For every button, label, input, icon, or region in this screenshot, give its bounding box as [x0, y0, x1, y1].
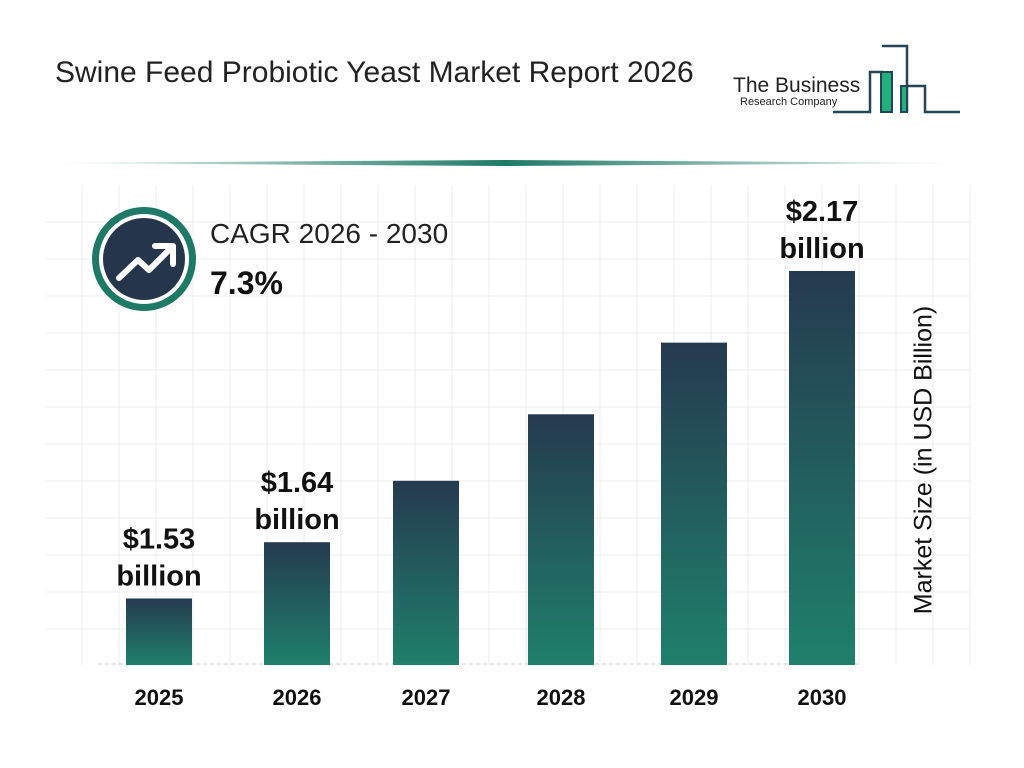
- x-tick-label: 2029: [670, 685, 719, 710]
- data-label: $2.17: [786, 196, 859, 228]
- data-label: billion: [254, 504, 339, 536]
- data-label: $1.53: [123, 523, 196, 555]
- company-logo: The Business Research Company: [720, 40, 965, 125]
- trending-up-icon: [116, 243, 176, 281]
- cagr-value: 7.3%: [210, 265, 283, 301]
- cagr-icon: [92, 207, 196, 311]
- bar-2026: [264, 542, 330, 665]
- bar-2030: [789, 271, 855, 665]
- bar-2028: [528, 414, 594, 665]
- page-title: Swine Feed Probiotic Yeast Market Report…: [55, 56, 694, 89]
- svg-text:Research Company: Research Company: [740, 96, 838, 108]
- data-label: billion: [779, 233, 864, 265]
- svg-text:The Business: The Business: [733, 74, 860, 97]
- data-label: $1.64: [261, 467, 334, 499]
- bar-2025: [126, 598, 192, 665]
- x-tick-label: 2030: [798, 685, 847, 710]
- bar-2027: [393, 480, 459, 665]
- x-tick-label: 2026: [273, 685, 322, 710]
- cagr-label: CAGR 2026 - 2030: [210, 218, 449, 249]
- data-label: billion: [116, 560, 201, 592]
- y-axis-label: Market Size (in USD Billion): [909, 305, 938, 615]
- x-tick-label: 2028: [537, 685, 586, 710]
- x-tick-label: 2025: [135, 685, 184, 710]
- x-tick-label: 2027: [402, 685, 451, 710]
- bar-2029: [661, 342, 727, 665]
- header-divider: [40, 160, 970, 166]
